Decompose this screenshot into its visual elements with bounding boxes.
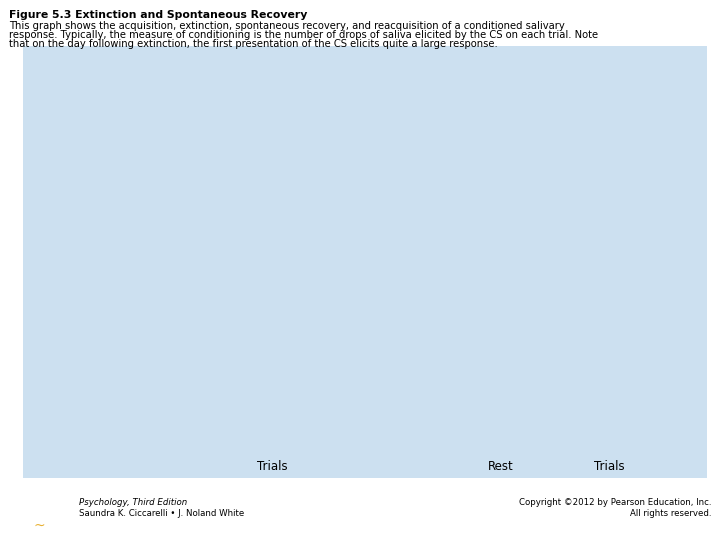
Text: Trials: Trials [594, 460, 624, 473]
Text: Reacquisition
CS + US: Reacquisition CS + US [570, 90, 649, 118]
Text: PEARSON: PEARSON [15, 506, 63, 515]
Text: response. Typically, the measure of conditioning is the number of drops of saliv: response. Typically, the measure of cond… [9, 30, 598, 40]
Text: Extinction
CS alone: Extinction CS alone [344, 90, 403, 118]
Text: Trials: Trials [257, 460, 287, 473]
Text: ~: ~ [33, 519, 45, 533]
Text: Amount
of
spontaneous
recovery
(CS alone): Amount of spontaneous recovery (CS alone… [609, 309, 673, 372]
Text: Figure 5.3 Extinction and Spontaneous Recovery: Figure 5.3 Extinction and Spontaneous Re… [9, 10, 307, 20]
Text: Psychology, Third Edition: Psychology, Third Edition [79, 498, 187, 507]
Y-axis label: Salivation to CS: Salivation to CS [50, 210, 63, 303]
Text: that on the day following extinction, the first presentation of the CS elicits q: that on the day following extinction, th… [9, 39, 498, 49]
Text: All rights reserved.: All rights reserved. [630, 509, 711, 518]
Text: Copyright ©2012 by Pearson Education, Inc.: Copyright ©2012 by Pearson Education, In… [519, 498, 711, 507]
Text: Rest: Rest [487, 460, 513, 473]
Text: This graph shows the acquisition, extinction, spontaneous recovery, and reacquis: This graph shows the acquisition, extinc… [9, 21, 565, 31]
Text: Saundra K. Ciccarelli • J. Noland White: Saundra K. Ciccarelli • J. Noland White [79, 509, 245, 518]
Text: Acquisition
CS + US: Acquisition CS + US [138, 90, 202, 118]
